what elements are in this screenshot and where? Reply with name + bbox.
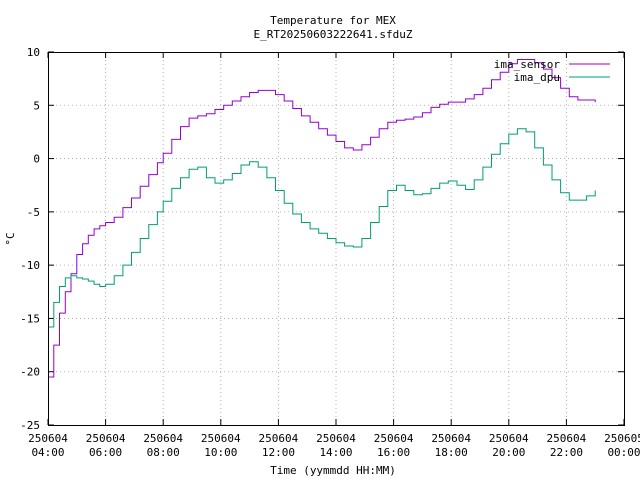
plot-frame: [48, 52, 625, 426]
y-tick-label: 5: [33, 99, 40, 112]
legend-label: ima_dpu: [514, 71, 560, 84]
y-tick-label: -20: [20, 366, 40, 379]
x-axis-label: Time (yymmdd HH:MM): [270, 464, 396, 477]
x-tick-time-label: 06:00: [89, 446, 122, 459]
x-tick-time-label: 16:00: [377, 446, 410, 459]
x-tick-date-label: 250604: [259, 432, 299, 445]
x-tick-date-label: 250604: [431, 432, 471, 445]
chart-subtitle: E_RT20250603222641.sfduZ: [254, 28, 413, 41]
x-tick-date-label: 250604: [28, 432, 68, 445]
y-tick-label: -5: [27, 206, 40, 219]
chart-title: Temperature for MEX: [270, 14, 396, 27]
y-tick-label: 10: [27, 46, 40, 59]
x-tick-date-label: 250604: [86, 432, 126, 445]
series-lines: [48, 59, 596, 378]
y-axis-label: °C: [4, 232, 17, 245]
y-tick-label: -10: [20, 259, 40, 272]
x-tick-time-label: 22:00: [550, 446, 583, 459]
series-line-ima-sensor: [48, 59, 596, 378]
x-tick-time-label: 14:00: [319, 446, 352, 459]
x-tick-date-label: 250604: [489, 432, 529, 445]
x-tick-date-label: 250604: [547, 432, 587, 445]
x-tick-time-label: 00:00: [607, 446, 640, 459]
x-tick-time-label: 04:00: [31, 446, 64, 459]
y-tick-label: -25: [20, 419, 40, 432]
x-tick-time-label: 12:00: [262, 446, 295, 459]
x-tick-time-label: 08:00: [147, 446, 180, 459]
x-tick-date-label: 250604: [143, 432, 183, 445]
y-tick-label: -15: [20, 312, 40, 325]
legend-label: ima_sensor: [494, 58, 561, 71]
axis-ticks: 1050-5-10-15-20-2525060404:0025060406:00…: [20, 46, 640, 459]
y-tick-label: 0: [33, 153, 40, 166]
x-tick-time-label: 10:00: [204, 446, 237, 459]
x-tick-date-label: 250604: [374, 432, 414, 445]
x-tick-time-label: 18:00: [435, 446, 468, 459]
grid-lines: [48, 52, 624, 425]
x-tick-date-label: 250605: [604, 432, 640, 445]
x-tick-date-label: 250604: [201, 432, 241, 445]
x-tick-date-label: 250604: [316, 432, 356, 445]
x-tick-time-label: 20:00: [492, 446, 525, 459]
series-line-ima-dpu: [48, 128, 596, 328]
